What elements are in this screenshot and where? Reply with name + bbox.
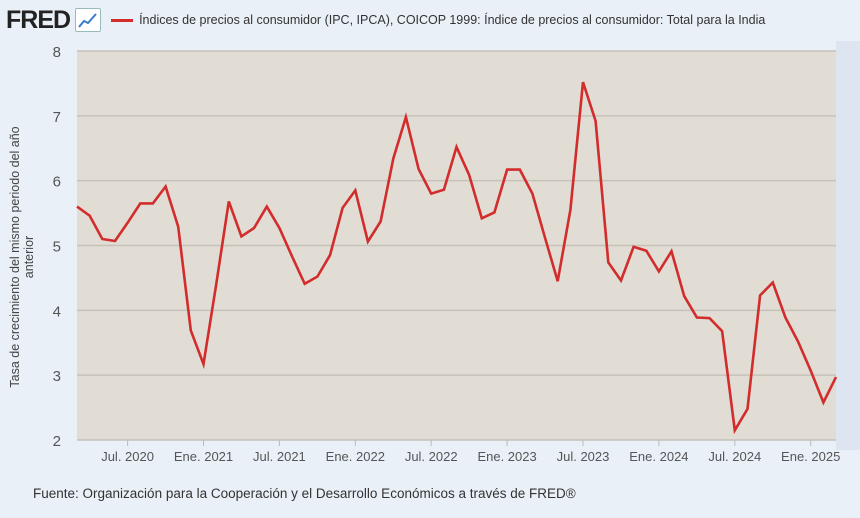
x-tick-label: Ene. 2025 [781, 449, 840, 464]
x-tick-label: Jul. 2022 [405, 449, 458, 464]
x-tick-label: Ene. 2022 [326, 449, 385, 464]
y-tick-label: 5 [53, 239, 61, 256]
x-tick-label: Jul. 2020 [101, 449, 154, 464]
x-tick-label: Jul. 2023 [557, 449, 610, 464]
chart-line-icon [75, 8, 102, 32]
fred-logo[interactable]: FRED [6, 5, 71, 34]
x-tick-label: Jul. 2024 [708, 449, 761, 464]
y-axis-label: Tasa de crecimiento del mismo periodo de… [8, 126, 36, 388]
x-tick-label: Ene. 2021 [174, 449, 233, 464]
legend-label: Índices de precios al consumidor (IPC, I… [139, 13, 766, 27]
y-tick-label: 4 [53, 303, 61, 320]
y-tick-label: 6 [53, 174, 61, 191]
x-tick-label: Ene. 2024 [629, 449, 688, 464]
legend: Índices de precios al consumidor (IPC, I… [111, 13, 765, 27]
y-tick-label: 8 [53, 44, 61, 61]
y-tick-label: 2 [53, 433, 61, 450]
y-tick-label: 7 [53, 109, 61, 126]
chart-header: FRED Índices de precios al consumidor (I… [6, 6, 765, 34]
source-note: Fuente: Organización para la Cooperación… [33, 486, 576, 501]
legend-swatch [111, 18, 134, 22]
right-margin [836, 41, 860, 450]
y-tick-label: 3 [53, 368, 61, 385]
x-tick-label: Ene. 2023 [477, 449, 536, 464]
x-tick-label: Jul. 2021 [253, 449, 306, 464]
